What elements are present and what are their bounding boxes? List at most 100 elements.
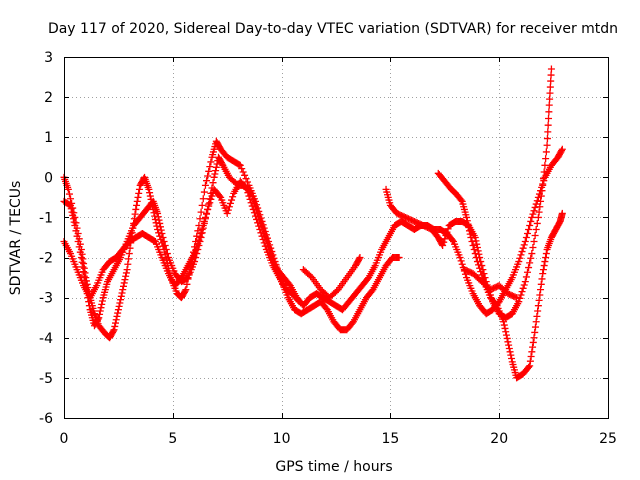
data-point	[81, 269, 89, 277]
data-point	[355, 255, 363, 263]
data-point	[249, 205, 257, 213]
data-point	[528, 250, 536, 258]
data-point	[492, 300, 500, 308]
data-point	[526, 221, 534, 229]
data-point	[531, 323, 539, 331]
data-point	[535, 296, 543, 304]
data-point	[212, 163, 220, 171]
data-point	[191, 250, 199, 258]
data-point	[464, 220, 472, 228]
data-point	[500, 318, 508, 326]
data-point	[537, 286, 545, 294]
data-point	[124, 260, 132, 268]
data-point	[113, 312, 121, 320]
data-point	[456, 254, 464, 262]
data-point	[79, 255, 87, 263]
data-point	[75, 243, 83, 251]
data-point	[545, 101, 553, 109]
data-point	[295, 298, 303, 306]
data-point	[243, 185, 251, 193]
data-point	[260, 239, 268, 247]
data-point	[110, 326, 118, 334]
data-point	[236, 161, 244, 169]
data-point	[529, 343, 537, 351]
data-point	[542, 148, 550, 156]
data-point	[540, 262, 548, 270]
data-point	[197, 208, 205, 216]
x-axis-label: GPS time / hours	[275, 459, 392, 475]
data-point	[457, 257, 465, 265]
data-point	[239, 168, 247, 176]
data-point	[531, 203, 539, 211]
data-point	[544, 121, 552, 129]
data-point	[254, 219, 262, 227]
data-point	[85, 298, 93, 306]
data-point	[251, 212, 259, 220]
data-point	[64, 185, 72, 193]
data-point	[258, 232, 266, 240]
data-point	[536, 291, 544, 299]
data-point	[259, 236, 267, 244]
data-point	[116, 299, 124, 307]
y-tick-label: -3	[39, 291, 53, 307]
data-point	[201, 213, 209, 221]
data-point	[65, 201, 73, 209]
data-point	[507, 351, 515, 359]
data-point	[527, 352, 535, 360]
data-point	[201, 181, 209, 189]
data-point	[205, 167, 213, 175]
data-point	[69, 211, 77, 219]
data-point	[96, 307, 104, 315]
data-point	[133, 201, 141, 209]
data-point	[203, 177, 211, 185]
data-point	[67, 195, 75, 203]
data-point	[558, 147, 566, 155]
data-point	[97, 304, 105, 312]
data-point	[532, 200, 540, 208]
data-point	[501, 324, 509, 332]
data-point	[533, 219, 541, 227]
data-point	[80, 272, 88, 280]
data-point	[516, 294, 524, 302]
data-point	[500, 321, 508, 329]
data-point	[146, 189, 154, 197]
data-point	[209, 179, 217, 187]
data-point	[95, 314, 103, 322]
tick-labels: 0 5 10 15 20 25 -6 -5 -4 -3 -2 -1 0 1 2 3	[39, 50, 617, 447]
data-point	[558, 209, 566, 217]
data-point	[470, 246, 478, 254]
data-point	[193, 232, 201, 240]
data-point	[521, 238, 529, 246]
data-point	[517, 291, 525, 299]
data-point	[199, 195, 207, 203]
data-point	[216, 192, 224, 200]
data-point	[135, 189, 143, 197]
data-point	[508, 355, 516, 363]
data-point	[533, 197, 541, 205]
data-point	[98, 300, 106, 308]
data-point	[465, 227, 473, 235]
data-point	[502, 331, 510, 339]
data-point	[520, 241, 528, 249]
data-point	[255, 222, 263, 230]
data-point	[115, 302, 123, 310]
data-point	[154, 213, 162, 221]
data-point	[525, 264, 533, 272]
data-point	[192, 246, 200, 254]
data-point	[544, 128, 552, 136]
data-point	[545, 108, 553, 116]
data-point	[163, 250, 171, 258]
data-point	[114, 306, 122, 314]
data-point	[126, 244, 134, 252]
data-point	[532, 225, 540, 233]
data-point	[517, 251, 525, 259]
data-point	[242, 175, 250, 183]
data-point	[80, 264, 88, 272]
data-point	[76, 248, 84, 256]
data-point	[472, 254, 480, 262]
data-point	[235, 161, 243, 169]
data-point	[80, 260, 88, 268]
data-point	[65, 190, 73, 198]
data-point	[73, 232, 81, 240]
data-point	[247, 199, 255, 207]
